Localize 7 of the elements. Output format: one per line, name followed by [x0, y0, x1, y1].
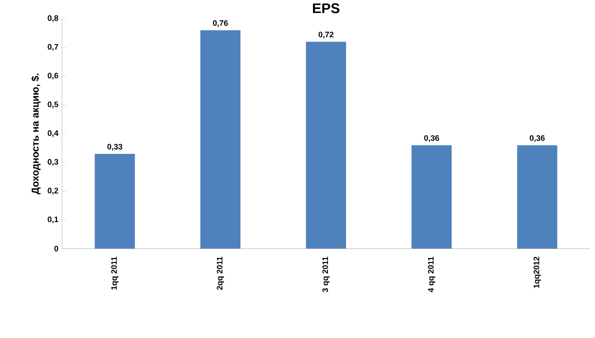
bar: [517, 145, 558, 249]
y-axis-title: Доходность на акцию, $.: [31, 74, 41, 194]
bar: [200, 30, 240, 249]
chart-title: EPS: [312, 3, 340, 14]
bar: [412, 145, 452, 249]
bar: [306, 42, 346, 249]
bar: [94, 154, 135, 249]
